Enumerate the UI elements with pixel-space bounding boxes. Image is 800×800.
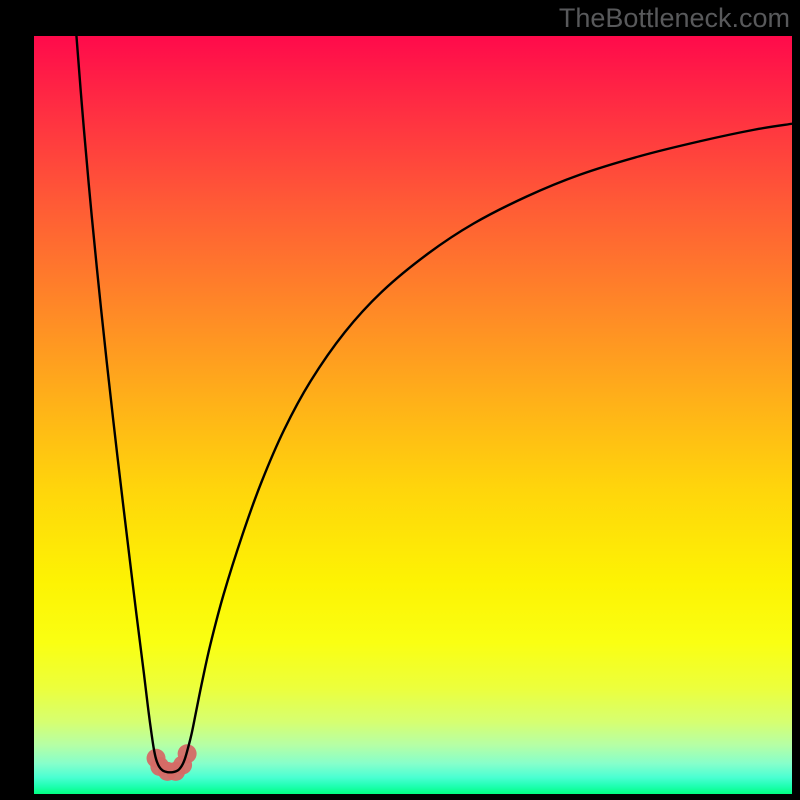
watermark-text: TheBottleneck.com [559,3,790,34]
curve-layer [34,36,792,786]
bottleneck-curve [76,36,792,772]
plot-area [34,36,792,786]
